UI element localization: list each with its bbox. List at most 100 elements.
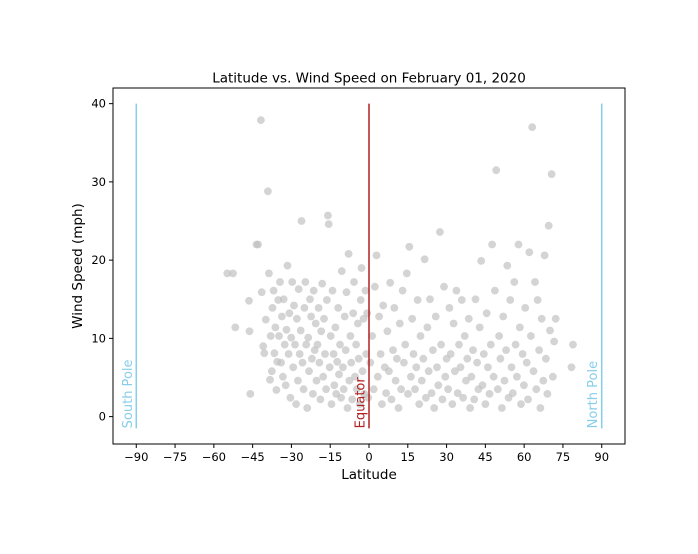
data-point [331,323,340,332]
data-point [265,269,273,278]
data-point [502,346,510,354]
data-point [306,295,314,304]
data-point [319,372,328,381]
data-point [415,400,424,408]
data-point [328,286,337,295]
data-point [231,323,240,332]
data-point [270,349,279,358]
x-tick-label: −90 [124,450,148,464]
data-point [245,296,253,305]
data-point [429,346,437,354]
data-point [434,381,443,390]
y-axis-label: Wind Speed (mph) [70,203,86,329]
data-point [246,390,255,398]
data-point [287,333,296,342]
data-point [543,390,552,398]
x-tick-label: −75 [163,450,187,464]
data-point [289,363,298,372]
data-point [524,395,532,404]
data-point [257,288,266,297]
data-point [257,116,265,124]
data-point [430,404,439,412]
data-point [279,372,287,381]
data-point [321,350,329,358]
data-point [513,372,521,381]
data-point [345,376,354,385]
data-point [567,363,576,372]
x-tick-label: −60 [202,450,226,464]
x-axis: −90 −75 −60 −45 −30 −15 0 15 30 45 60 75 90 [124,444,609,464]
data-point [297,217,306,225]
data-point [508,389,517,397]
data-point [326,332,335,340]
data-point [299,385,308,394]
data-point [475,323,484,332]
data-point [478,381,487,390]
data-point [266,332,275,340]
data-point [293,314,301,323]
data-point [271,323,280,332]
data-point [471,295,480,304]
data-point [316,395,325,404]
data-point [445,304,454,312]
data-point [335,370,343,379]
data-point [413,296,422,304]
data-point [340,312,349,321]
data-point [515,323,524,332]
data-point [389,346,397,354]
data-point [528,123,537,131]
data-point [305,367,313,376]
data-point [520,381,528,390]
data-point [449,319,458,328]
data-point [386,278,395,287]
data-point [223,269,232,278]
data-point [372,251,381,260]
data-point [334,304,343,312]
data-point [347,358,356,367]
data-point [533,296,542,304]
data-point [373,372,382,381]
data-point [510,278,519,286]
data-point [400,358,408,367]
data-point [261,315,270,324]
data-point [525,248,534,257]
data-point [404,390,412,398]
data-point [529,367,538,376]
data-point [382,389,390,397]
data-point [481,400,490,408]
data-point [431,312,440,321]
data-point [405,242,414,251]
data-point [268,304,277,312]
data-point [419,354,428,363]
x-tick-label: 30 [439,450,454,464]
data-point [260,349,269,358]
data-point [295,350,304,358]
x-tick-label: 0 [365,450,372,464]
data-point [417,376,426,385]
data-point [354,354,363,363]
data-point [356,296,365,304]
data-point [496,354,505,363]
data-point [282,325,291,334]
data-point [355,400,364,408]
data-point [385,367,393,376]
data-point [339,363,347,372]
data-point [286,393,295,402]
data-point [329,350,338,358]
data-point [426,295,434,304]
data-point [493,385,502,394]
data-point [339,385,348,394]
y-tick-label: 40 [91,97,106,111]
data-point [291,340,299,349]
data-point [344,250,353,258]
data-point [375,312,383,321]
data-point [398,286,407,295]
data-point [359,314,368,323]
data-point [453,389,462,397]
data-point [547,170,556,179]
data-point [395,319,404,328]
data-point [376,350,385,358]
y-tick-label: 30 [91,175,106,189]
data-point [402,269,411,278]
